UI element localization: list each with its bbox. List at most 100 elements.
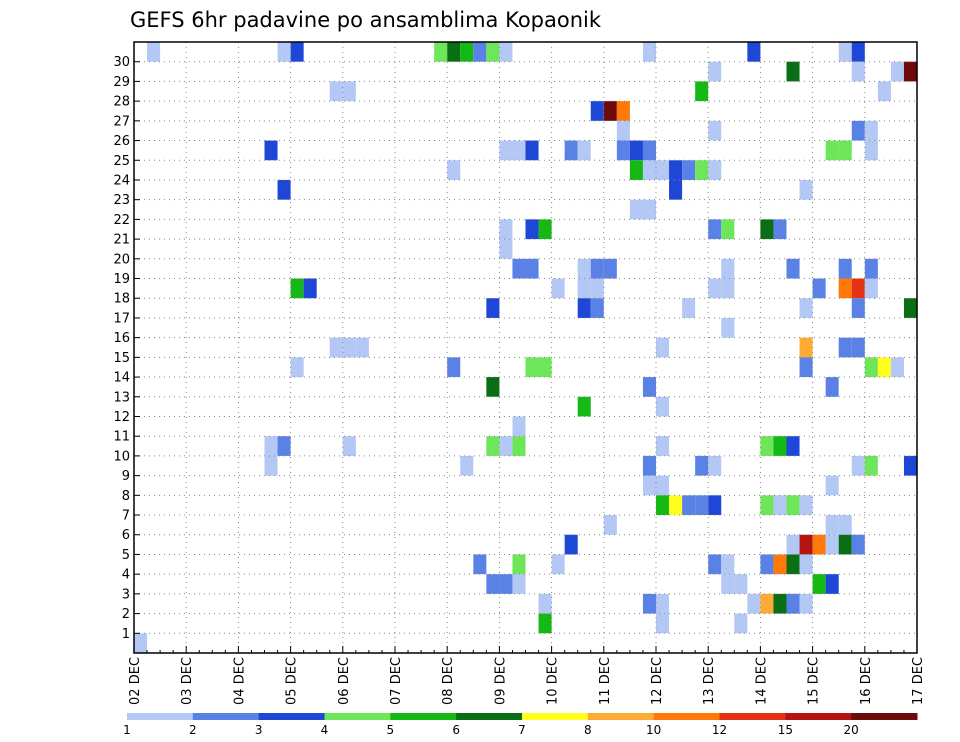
heatmap-cell [512,574,526,594]
heatmap-cell [512,416,526,437]
heatmap-cell [708,219,722,240]
heatmap-cell [825,475,839,496]
x-tick-label: 10 DEC [546,657,561,705]
heatmap-cell [512,554,526,575]
heatmap-cell [760,495,774,516]
x-tick-label: 07 DEC [389,657,404,705]
heatmap-cell [773,219,787,240]
colorbar-label: 5 [387,723,395,737]
heatmap-cell [656,160,670,180]
colorbar-label: 7 [518,723,526,737]
heatmap-cell [577,278,591,299]
heatmap-cell [486,436,500,456]
heatmap-cell [656,593,670,614]
heatmap-cell [786,534,800,555]
y-tick-label: 1 [122,627,130,642]
colorbar-swatch [851,713,918,720]
heatmap-cell [721,219,735,240]
heatmap-cell [486,42,500,62]
heatmap-cell [799,179,813,200]
heatmap-cell [512,258,526,279]
heatmap-cell [851,534,865,555]
heatmap-cell [825,574,839,594]
heatmap-cell [799,593,813,614]
heatmap-cell [695,455,709,476]
heatmap-cell [434,42,448,62]
heatmap-cell [695,495,709,516]
y-tick-label: 10 [113,449,130,464]
heatmap-cell [877,81,891,102]
heatmap-cell [721,554,735,575]
heatmap-cell [669,179,683,200]
heatmap-cell [695,160,709,180]
heatmap-cell [603,515,617,535]
heatmap-cell [864,455,878,476]
y-tick-label: 25 [113,154,130,169]
heatmap-cell [277,436,291,456]
heatmap-cell [786,495,800,516]
heatmap-cell [564,534,578,555]
y-tick-label: 11 [113,430,130,445]
heatmap-cell [499,239,513,259]
y-tick-label: 12 [113,410,130,425]
heatmap-cell [825,515,839,535]
heatmap-cell [890,357,904,378]
heatmap-cell [551,278,565,299]
heatmap-cell [825,377,839,397]
heatmap-cell [864,278,878,299]
heatmap-cell [851,120,865,141]
heatmap-cell [656,396,670,417]
heatmap-cell [812,278,826,299]
heatmap-cell [682,495,696,516]
heatmap-cell [616,101,630,121]
y-tick-label: 27 [113,114,130,129]
heatmap-cell [642,199,656,220]
heatmap-cell [512,140,526,161]
colorbar-label: 2 [189,723,197,737]
heatmap-cell [890,61,904,82]
heatmap-cell [656,436,670,456]
heatmap-cell [773,436,787,456]
heatmap-cell [799,298,813,318]
heatmap-cell [864,140,878,161]
y-tick-label: 3 [122,587,130,602]
heatmap-cell [629,140,643,161]
colorbar-swatch [127,713,194,720]
heatmap-cell [342,337,356,358]
x-tick-label: 06 DEC [337,657,352,705]
x-tick-label: 14 DEC [754,657,769,705]
heatmap-cell [642,455,656,476]
heatmap-cell [838,515,852,535]
x-tick-label: 17 DEC [911,657,926,705]
heatmap-cell [538,613,552,634]
heatmap-cell [460,455,474,476]
colorbar-swatch [324,713,391,720]
y-axis-ticks: 1234567891011121314151617181920212223242… [113,55,140,642]
heatmap-cell [486,298,500,318]
heatmap-cell [708,495,722,516]
colorbar-swatch [785,713,852,720]
heatmap-cell [616,120,630,141]
heatmap-cell [277,179,291,200]
x-tick-label: 11 DEC [598,657,613,705]
heatmap-cell [721,317,735,338]
y-tick-label: 23 [113,193,130,208]
heatmap-cell [864,357,878,378]
y-tick-label: 29 [113,75,130,90]
heatmap-cell [486,377,500,397]
heatmap-cell [682,160,696,180]
colorbar-swatch [522,713,589,720]
x-tick-label: 16 DEC [859,657,874,705]
heatmap-cell [499,436,513,456]
colorbar-label: 1 [123,723,131,737]
heatmap-cell [642,475,656,496]
colorbar-label: 15 [778,723,793,737]
colorbar-label: 12 [712,723,727,737]
heatmap-cell [799,495,813,516]
heatmap-cell [499,219,513,240]
heatmap-cell [851,42,865,62]
y-tick-label: 19 [113,272,130,287]
heatmap-cell [721,258,735,279]
grid-lines [134,42,917,653]
heatmap-cell [342,81,356,102]
